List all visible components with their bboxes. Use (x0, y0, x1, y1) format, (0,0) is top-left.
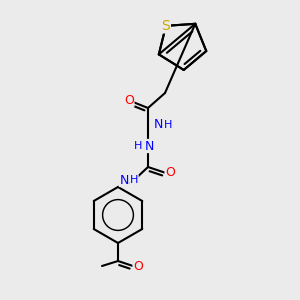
Text: N: N (144, 140, 154, 152)
Text: S: S (162, 19, 170, 33)
Text: H: H (134, 141, 142, 151)
Text: N: N (153, 118, 163, 131)
Text: O: O (133, 260, 143, 272)
Text: N: N (119, 173, 129, 187)
Text: H: H (164, 120, 172, 130)
Text: H: H (130, 175, 138, 185)
Text: O: O (165, 167, 175, 179)
Text: O: O (124, 94, 134, 106)
